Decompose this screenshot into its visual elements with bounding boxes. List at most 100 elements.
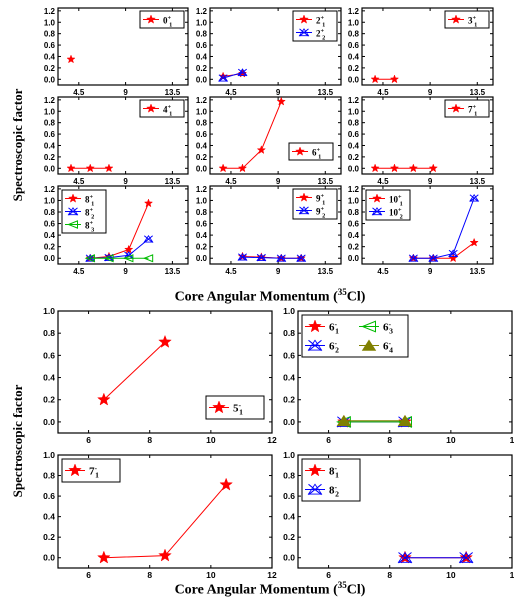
y-tick-label: 0.0 [196, 75, 208, 84]
data-point-8+3 [103, 254, 114, 263]
x-tick-label: 6 [86, 570, 91, 580]
y-tick-label: 0.6 [196, 41, 208, 50]
x-tick-label: 13.5 [165, 88, 181, 97]
data-point-8+3 [84, 254, 95, 263]
legend-entry-sup: + [90, 207, 94, 214]
legend-entry-label: 8-2 [329, 483, 339, 499]
x-tick-label: 13.5 [165, 177, 181, 186]
y-tick-label: 0.6 [348, 130, 360, 139]
data-point-10+2-cross [448, 249, 458, 258]
legend-entry-sup: - [239, 401, 242, 410]
data-point-9+2-cross [237, 253, 248, 261]
legend: 8+ 18+ 28+ 3 [61, 189, 107, 234]
legend: 6-1 6-36-2 6-4 [301, 314, 409, 358]
y-tick-label: 0.8 [44, 30, 56, 39]
data-point-8+3 [142, 254, 154, 263]
legend-entry-label: 3+ 1 [468, 15, 477, 29]
data-point-8-2 [397, 551, 413, 564]
x-tick-label: 10 [446, 435, 456, 445]
legend-entry-label: 9+ 2 [316, 206, 325, 220]
legend-entry-base: 8 [329, 466, 335, 478]
legend-marker-xtri-tri [307, 339, 323, 351]
data-point-2+2 [237, 68, 248, 77]
data-point-10+2-cross [428, 254, 438, 262]
legend: 7-1 [61, 458, 121, 483]
y-tick-label: 1.0 [43, 306, 55, 316]
legend-marker-tri-left [361, 320, 376, 333]
legend-entry-base: 10 [389, 195, 399, 205]
x-tick-label: 9 [276, 267, 281, 276]
legend-entry-base: 6 [329, 341, 335, 353]
series-line-9+2 [242, 256, 302, 259]
y-tick-label: 0.6 [283, 491, 295, 501]
legend-entry-base: 5 [233, 403, 239, 415]
legend-entry-label: 4+ 1 [163, 104, 172, 118]
data-point-5-1 [97, 392, 111, 406]
series-line-5-1 [103, 341, 166, 401]
legend-entry-label: 7+ 1 [468, 104, 477, 118]
y-tick-label: 0.8 [43, 471, 55, 481]
y-tick-label: 0.6 [44, 130, 56, 139]
data-point-3+1 [370, 74, 380, 84]
x-tick-label: 13.5 [317, 177, 333, 186]
data-point-8+2-tri [143, 234, 154, 243]
legend-entry-sub: 1 [169, 22, 172, 29]
y-tick-label: 0.0 [348, 75, 360, 84]
legend-entry-base: 6 [312, 148, 317, 158]
data-point-9+2-tri [296, 254, 307, 262]
y-tick-label: 1.2 [348, 185, 360, 194]
data-point-10+2-tri [408, 254, 419, 262]
x-tick-label: 9 [276, 88, 281, 97]
legend-entry-base: 2 [316, 29, 321, 39]
y-tick-label: 0.8 [283, 471, 295, 481]
legend-marker-tri-up [361, 339, 377, 351]
y-tick-label: 0.4 [283, 512, 295, 522]
x-tick-label: 9 [123, 267, 128, 276]
y-tick-label: 0.4 [44, 141, 56, 150]
x-tick-label: 10 [206, 435, 216, 445]
data-point-8-2-tri [458, 551, 474, 563]
y-tick-label: 0.4 [348, 52, 360, 61]
y-tick-label: 1.0 [43, 450, 55, 460]
y-tick-label: 0.6 [43, 350, 55, 360]
y-tick-label: 0.4 [283, 373, 295, 383]
legend-entry-base: 9 [316, 207, 321, 217]
legend-marker-star [451, 14, 461, 24]
y-tick-label: 0.8 [196, 208, 208, 217]
legend-entry-label: 8+ 3 [85, 220, 94, 234]
legend-marker-xtri-cross [299, 206, 309, 215]
y-tick-label: 0.2 [44, 153, 56, 162]
legend: 2+ 12+ 2 [292, 10, 338, 42]
data-point-2+2-tri [218, 73, 229, 82]
panel-6+: 0.0 0.2 0.4 0.6 0.8 1.0 1.2 4.5 9 13.5 6+ 1 [196, 96, 342, 186]
panel-3+: 0.0 0.2 0.4 0.6 0.8 1.0 1.2 4.5 9 13.5 3+ 1 [348, 7, 494, 97]
data-point-7+1 [389, 163, 400, 173]
x-tick-label: 13.5 [469, 177, 485, 186]
data-point-9+2-cross [256, 253, 266, 262]
x-tick-label: 9 [428, 177, 433, 186]
y-tick-label: 0.4 [348, 141, 360, 150]
legend-entry-base: 8 [85, 195, 90, 205]
panel-7+: 0.0 0.2 0.4 0.6 0.8 1.0 1.2 4.5 9 13.5 7+ 1 [348, 96, 494, 186]
legend-entry-sub: 3 [91, 227, 94, 234]
panel-9+: 0.00.20.40.60.81.01.24.5 9 13.59+ 19+ 2 [196, 185, 342, 276]
legend-marker-star [308, 319, 322, 333]
data-point-10+2-cross [469, 194, 479, 202]
legend-entry-label: 6+ 1 [312, 147, 321, 161]
data-point-9+2-cross [276, 254, 286, 262]
data-point-10+2-tri [448, 249, 459, 257]
legend-entry-label: 9+ 1 [316, 193, 325, 207]
data-point-10+2 [469, 193, 480, 202]
legend-entry-sup: + [321, 206, 325, 213]
data-point-9+2-cross [296, 254, 306, 262]
data-point-2+2-cross [218, 74, 228, 82]
legend-entry-sub: 1 [95, 471, 99, 480]
legend-entry-base: 6 [383, 341, 389, 353]
legend-entry-label: 6-4 [383, 339, 393, 355]
data-point-6+1 [276, 96, 286, 106]
legend-entry-sup: + [321, 15, 325, 22]
x-tick-label: 13.5 [317, 88, 333, 97]
data-point-8+1 [143, 198, 154, 208]
legend-marker-star [146, 14, 156, 24]
